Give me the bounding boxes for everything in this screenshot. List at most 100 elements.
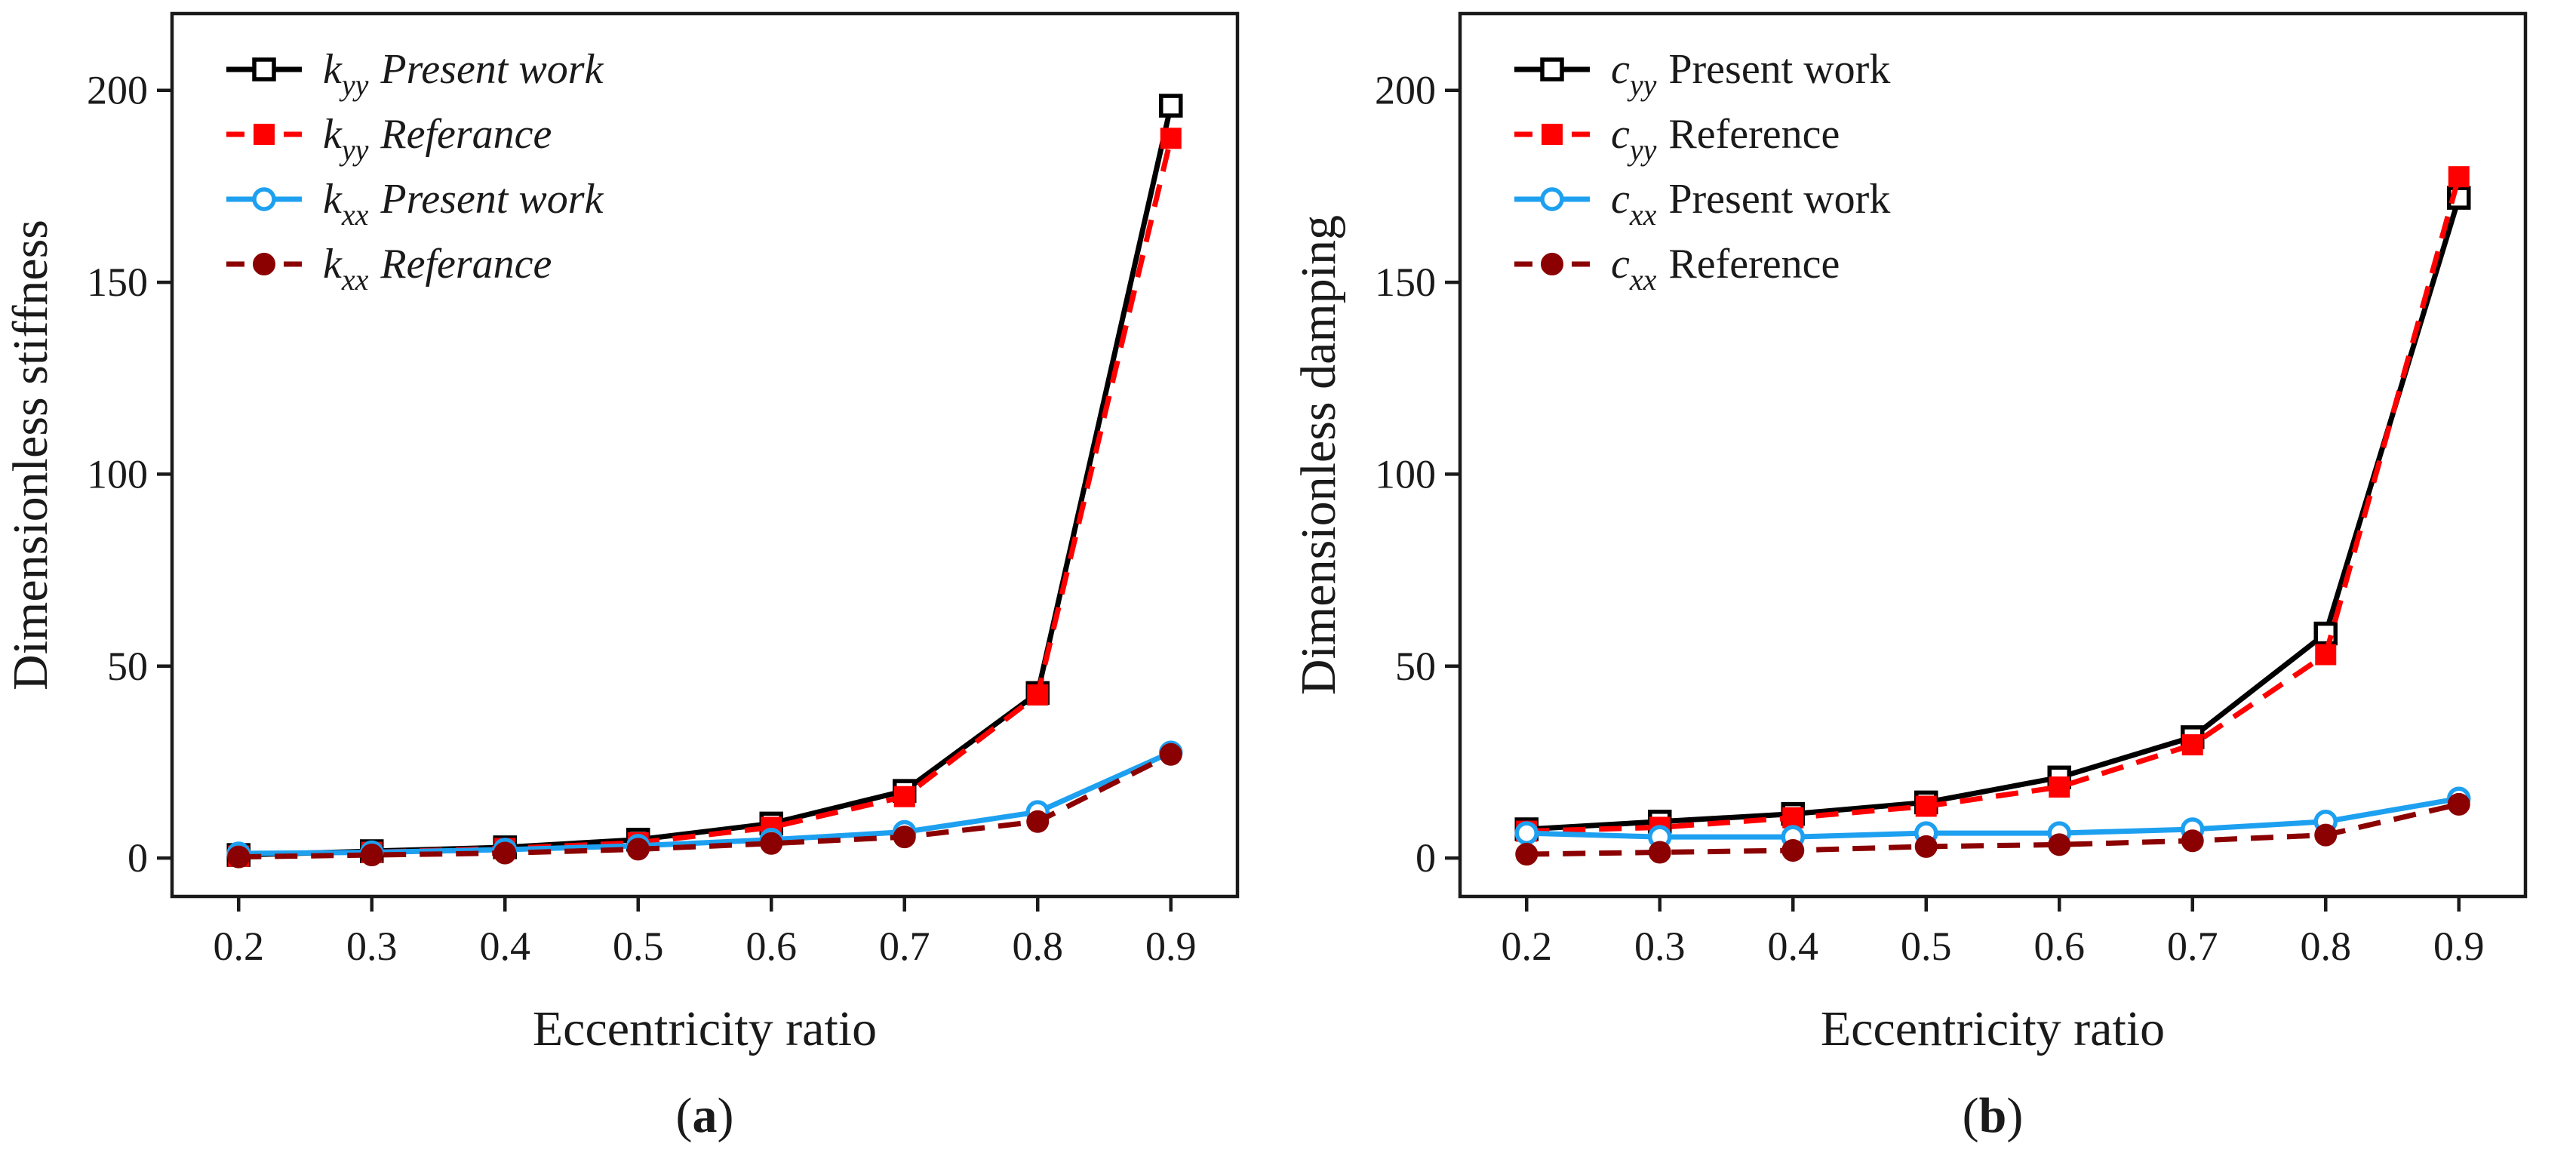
x-tick-label: 0.3	[346, 924, 398, 969]
legend-item: kxx Present work	[226, 176, 604, 232]
data-point	[2181, 829, 2204, 853]
y-tick-label: 150	[87, 260, 148, 305]
legend-name: Present work	[1668, 176, 1890, 223]
x-tick-label: 0.5	[1901, 924, 1952, 969]
y-tick-label: 200	[1375, 68, 1436, 113]
data-point	[1026, 810, 1050, 833]
series-4	[227, 743, 1182, 869]
series-line	[1526, 197, 2462, 832]
y-tick-label: 0	[1416, 835, 1436, 881]
data-point	[626, 838, 650, 861]
legend-subscript: yy	[1627, 68, 1657, 102]
legend-name: Referance	[380, 241, 552, 287]
legend-symbol: c	[1611, 111, 1630, 158]
legend-symbol: c	[1611, 241, 1630, 287]
caption-open-paren: (	[676, 1088, 693, 1143]
legend-label: kyy Referance	[323, 111, 552, 167]
caption-open-paren: (	[1963, 1088, 1979, 1143]
x-tick-label: 0.9	[1145, 924, 1197, 969]
data-point	[227, 845, 251, 869]
legend-name: Reference	[1668, 111, 1840, 158]
legend-item: cyy Reference	[1514, 111, 1840, 167]
legend-subscript: yy	[339, 68, 369, 102]
x-tick-label: 0.3	[1634, 924, 1686, 969]
legend-name: Present work	[380, 176, 604, 223]
legend-symbol: c	[1611, 46, 1630, 93]
data-point	[2315, 644, 2337, 666]
data-point	[1160, 128, 1182, 149]
series-line	[1526, 795, 2460, 840]
legend-marker	[252, 57, 276, 81]
data-point	[2447, 792, 2470, 816]
data-point	[760, 832, 783, 855]
data-point	[1914, 835, 1938, 858]
y-tick-label: 100	[1375, 451, 1436, 497]
series-2	[228, 128, 1182, 867]
legend-label: cxx Present work	[1611, 176, 1890, 232]
legend-item: kyy Present work	[226, 46, 604, 102]
legend-item: cxx Reference	[1514, 241, 1840, 297]
legend-subscript: xx	[341, 263, 369, 297]
x-tick-label: 0.8	[1013, 924, 1064, 969]
legend-item: kyy Referance	[226, 111, 552, 167]
x-axis-label: Eccentricity ratio	[533, 1001, 877, 1056]
data-point	[360, 844, 383, 867]
panel-caption: (a)	[676, 1088, 734, 1143]
data-point	[1781, 838, 1805, 862]
legend-subscript: yy	[1627, 133, 1657, 167]
caption-letter: b	[1979, 1088, 2007, 1143]
data-point	[1159, 743, 1182, 766]
legend-label: cxx Reference	[1611, 241, 1840, 297]
data-point	[1514, 821, 1539, 845]
data-point	[2313, 621, 2338, 646]
data-point	[1515, 843, 1539, 866]
chart-panel-b: 0.2 0.3 0.4 0.5 0.6 0.7 0.8 0.9 0 50 100 150 200 Ecce…	[1291, 11, 2528, 1143]
caption-close-paren: )	[718, 1088, 734, 1143]
data-point	[893, 826, 916, 849]
legend-label: cyy Reference	[1611, 111, 1840, 167]
plot-frame	[170, 11, 1240, 899]
legend-item: cxx Present work	[1514, 176, 1890, 232]
legend-label: cyy Present work	[1611, 46, 1890, 102]
y-tick-label: 200	[87, 68, 148, 113]
legend-label: kxx Referance	[323, 241, 552, 297]
x-tick-label: 0.8	[2301, 924, 2352, 969]
x-tick-label: 0.9	[2433, 924, 2485, 969]
series-line	[238, 137, 1174, 859]
y-tick-label: 50	[1395, 644, 1436, 689]
x-tick-label: 0.6	[2034, 924, 2086, 969]
y-tick-label: 50	[107, 644, 148, 689]
x-tick-label: 0.2	[1502, 924, 1553, 969]
x-tick-label: 0.4	[480, 924, 531, 969]
x-tick-label: 0.4	[1768, 924, 1819, 969]
data-point	[493, 841, 517, 865]
y-axis-label: Dimensionless stiffness	[3, 220, 58, 690]
legend-marker	[1541, 253, 1563, 275]
legend-item: kxx Referance	[226, 241, 552, 297]
y-axis-label: Dimensionless damping	[1291, 215, 1346, 695]
legend-name: Present work	[380, 46, 604, 93]
series-1	[1514, 186, 2471, 841]
data-point	[2181, 734, 2203, 756]
series-line	[238, 105, 1174, 858]
legend-marker	[254, 124, 275, 145]
plot-frame	[1458, 11, 2528, 899]
legend-item: cyy Present work	[1514, 46, 1890, 102]
legend-symbol: c	[1611, 176, 1630, 223]
series-line	[238, 752, 1173, 860]
data-point	[2448, 166, 2470, 188]
caption-letter: a	[693, 1088, 718, 1143]
data-point	[1782, 807, 1804, 829]
chart-panel-a: 0.2 0.3 0.4 0.5 0.6 0.7 0.8 0.9 0 50 100 150 200 Ecce…	[3, 11, 1240, 1143]
series-line	[238, 750, 1173, 856]
legend-symbol: k	[323, 46, 343, 93]
x-tick-label: 0.6	[746, 924, 798, 969]
data-point	[1159, 94, 1183, 118]
x-tick-label: 0.5	[613, 924, 664, 969]
legend-subscript: xx	[341, 198, 369, 232]
legend-marker	[1540, 57, 1564, 81]
x-axis-label: Eccentricity ratio	[1821, 1001, 2165, 1056]
legend-label: kyy Present work	[323, 46, 604, 102]
